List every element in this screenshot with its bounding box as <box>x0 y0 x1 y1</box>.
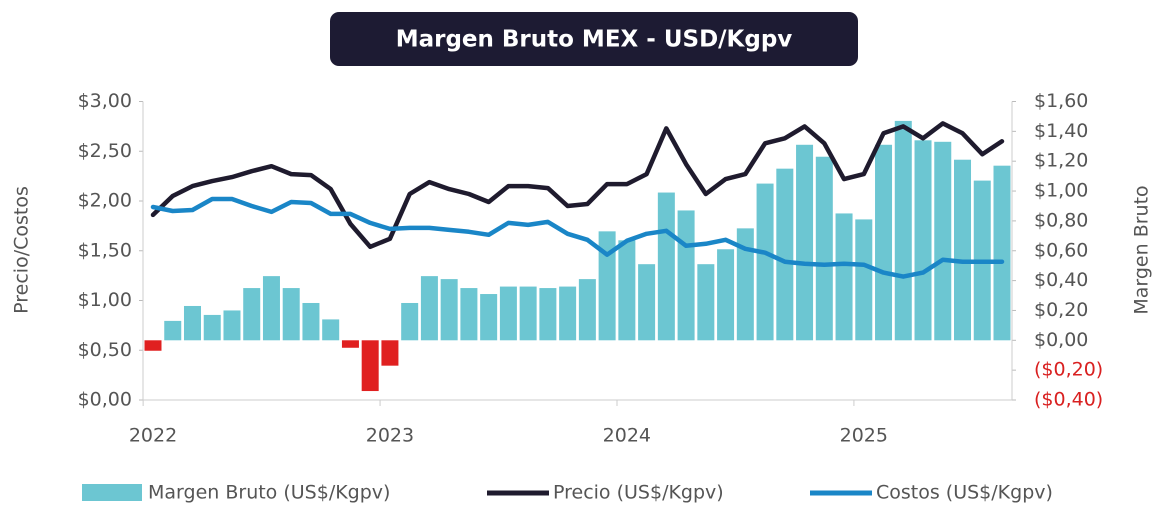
y2-tick-label: $1,60 <box>1034 90 1088 112</box>
line <box>150 196 1005 279</box>
bar <box>164 320 182 341</box>
x-tick-label: 2025 <box>840 425 888 447</box>
bar <box>223 310 241 341</box>
y-tick-label: $1,00 <box>78 289 132 311</box>
bar <box>559 286 577 341</box>
bar <box>440 279 458 341</box>
y2-axis-label: Margen Bruto <box>1131 185 1153 314</box>
bar <box>993 165 1011 341</box>
title-box <box>330 12 858 66</box>
bar <box>894 120 912 341</box>
line <box>150 121 1005 250</box>
bar <box>796 144 814 341</box>
legend-label: Precio (US$/Kgpv) <box>553 482 724 504</box>
bar <box>776 168 794 341</box>
bar <box>954 159 972 341</box>
bar <box>677 210 695 341</box>
bar <box>243 288 261 341</box>
y2-tick-label: $0,80 <box>1034 209 1088 231</box>
bar <box>144 340 162 351</box>
y-tick-label: $0,50 <box>78 339 132 361</box>
bar <box>717 249 735 341</box>
bar <box>539 288 557 341</box>
bar <box>835 213 853 341</box>
bar <box>302 302 320 341</box>
y2-tick-label: $1,00 <box>1034 180 1088 202</box>
bar <box>401 302 419 341</box>
bar <box>420 276 438 341</box>
bar <box>460 288 478 341</box>
bar <box>282 288 300 341</box>
bar <box>578 279 596 341</box>
y-tick-label: $2,00 <box>78 190 132 212</box>
y-axis-label: Precio/Costos <box>11 186 33 314</box>
legend-label: Costos (US$/Kgpv) <box>876 482 1053 504</box>
y2-tick-label: ($0,20) <box>1034 359 1103 381</box>
bar <box>618 240 636 341</box>
y2-tick-label: $0,60 <box>1034 239 1088 261</box>
bar <box>875 144 893 341</box>
y2-tick-label: $0,00 <box>1034 329 1088 351</box>
x-tick-label: 2023 <box>366 425 414 447</box>
bar <box>341 340 359 348</box>
bar <box>480 294 498 341</box>
y2-tick-label: $1,20 <box>1034 150 1088 172</box>
y-tick-label: $1,50 <box>78 239 132 261</box>
legend-swatch <box>82 484 142 501</box>
bar <box>519 286 537 341</box>
y-tick-label: $2,50 <box>78 140 132 162</box>
bar <box>697 264 715 341</box>
bar <box>598 231 616 341</box>
bar <box>934 141 952 341</box>
x-tick-label: 2022 <box>129 425 177 447</box>
bar <box>381 340 399 366</box>
y2-tick-label: ($0,40) <box>1034 389 1103 411</box>
y2-tick-label: $0,20 <box>1034 299 1088 321</box>
y2-tick-label: $1,40 <box>1034 120 1088 142</box>
bar <box>855 219 873 341</box>
x-tick-label: 2024 <box>603 425 651 447</box>
bar <box>736 228 754 341</box>
bar <box>914 140 932 341</box>
bar <box>657 192 675 341</box>
y-tick-label: $0,00 <box>78 389 132 411</box>
bar <box>183 305 201 341</box>
bar <box>203 314 221 341</box>
chart-title: Margen Bruto MEX - USD/Kgpv <box>396 27 793 53</box>
bar <box>756 183 774 341</box>
bar <box>361 340 379 392</box>
bar <box>499 286 517 341</box>
bar <box>262 276 280 341</box>
y-tick-label: $3,00 <box>78 90 132 112</box>
bar <box>322 319 340 341</box>
bar <box>815 156 833 341</box>
legend-label: Margen Bruto (US$/Kgpv) <box>148 482 390 504</box>
bar <box>638 264 656 341</box>
y2-tick-label: $0,40 <box>1034 269 1088 291</box>
